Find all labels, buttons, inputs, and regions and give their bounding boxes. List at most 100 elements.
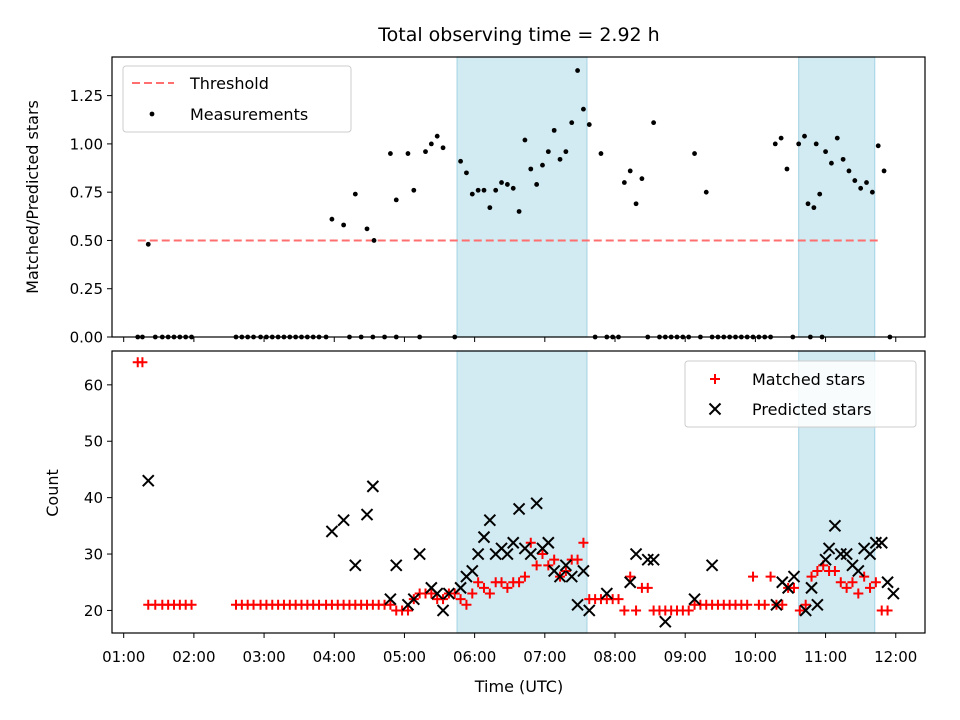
measurement-point <box>823 149 828 155</box>
bottom-shaded-interval <box>456 350 588 634</box>
x-tick-label: 03:00 <box>242 648 285 666</box>
measurement-point <box>569 120 575 126</box>
matched-star-marker <box>502 582 513 593</box>
x-tick-label: 01:00 <box>102 648 145 666</box>
measurement-point <box>858 185 864 191</box>
matched-star-marker <box>800 599 811 610</box>
predicted-star-marker <box>583 604 596 617</box>
matched-star-marker <box>385 599 396 610</box>
measurement-point <box>778 135 784 141</box>
predicted-star-marker <box>799 604 812 617</box>
matched-star-marker <box>683 605 694 616</box>
measurement-point <box>540 162 545 168</box>
matched-star-marker <box>473 577 484 588</box>
matched-star-marker <box>478 582 489 593</box>
measurement-point <box>796 141 802 147</box>
matched-star-marker <box>449 588 460 599</box>
x-tick-label: 05:00 <box>383 648 426 666</box>
top-y-tick-label: 1.25 <box>70 87 103 105</box>
matched-star-marker <box>759 599 770 610</box>
matched-star-marker <box>514 577 525 588</box>
measurement-point <box>522 137 528 143</box>
measurement-point <box>651 120 657 126</box>
predicted-star-marker <box>705 559 719 572</box>
matched-star-marker <box>543 560 554 571</box>
matched-star-marker <box>455 594 466 605</box>
x-tick-label: 09:00 <box>664 648 707 666</box>
predicted-star-marker <box>819 553 832 566</box>
predicted-star-marker <box>852 564 865 578</box>
predicted-star-marker <box>390 559 403 572</box>
matched-star-marker <box>812 565 823 576</box>
measurement-point <box>627 168 633 174</box>
measurement-point <box>341 222 347 228</box>
predicted-star-marker <box>471 547 485 561</box>
measurement-point <box>504 182 510 187</box>
predicted-star-marker <box>553 570 567 583</box>
measurement-point <box>881 168 887 174</box>
predicted-star-marker <box>366 480 380 493</box>
measurement-point <box>145 241 151 247</box>
predicted-star-marker <box>822 542 836 555</box>
top-y-axis-label: Matched/Predicted stars <box>23 100 42 294</box>
x-tick-label: 07:00 <box>523 648 566 666</box>
bottom-y-tick-label: 60 <box>84 376 103 394</box>
measurement-point <box>813 141 819 147</box>
predicted-star-marker <box>501 547 514 561</box>
predicted-star-marker <box>828 519 842 533</box>
predicted-star-marker <box>659 615 672 628</box>
measurement-point <box>811 205 817 211</box>
predicted-star-marker <box>875 536 888 549</box>
predicted-star-marker <box>325 525 339 538</box>
top-shaded-interval <box>456 56 588 338</box>
predicted-star-marker <box>887 587 900 600</box>
bottom-y-axis-label: Count <box>43 469 62 517</box>
measurement-point <box>458 158 463 164</box>
predicted-star-marker <box>881 576 894 589</box>
matched-star-marker <box>865 582 876 593</box>
matched-star-marker <box>537 549 548 560</box>
measurement-point <box>411 187 417 193</box>
matched-star-marker <box>847 577 858 588</box>
predicted-star-marker <box>483 513 497 527</box>
predicted-star-marker <box>629 547 643 561</box>
measurement-point <box>846 168 852 174</box>
measurement-point <box>551 127 557 133</box>
measurement-point <box>428 141 434 147</box>
legend-matched-swatch <box>710 374 720 384</box>
matched-star-marker <box>467 588 478 599</box>
matched-star-marker <box>525 537 536 548</box>
matched-star-marker <box>578 537 589 548</box>
predicted-star-marker <box>688 592 701 606</box>
top-y-tick-label: 1.00 <box>70 135 103 153</box>
matched-star-marker <box>519 571 530 582</box>
measurement-point <box>557 156 563 162</box>
measurement-point <box>834 135 840 141</box>
top-y-tick-label: 0.25 <box>70 280 103 298</box>
measurement-point <box>371 238 377 243</box>
matched-star-marker <box>484 588 495 599</box>
matched-star-marker <box>794 605 805 616</box>
predicted-star-marker <box>840 547 853 561</box>
measurement-point <box>528 166 534 172</box>
bottom-legend: Matched stars Predicted stars <box>684 360 917 428</box>
matched-star-marker <box>765 571 776 582</box>
bottom-plot-area: 20 30 40 50 60 01:00 02:00 03:00 04:00 05:00 06:00… <box>84 350 917 666</box>
measurement-point <box>621 180 627 185</box>
predicted-star-marker <box>647 553 660 566</box>
measurement-point <box>510 185 516 191</box>
predicted-star-marker <box>787 570 801 583</box>
top-axes-frame <box>111 56 926 338</box>
measurement-point <box>575 68 580 73</box>
matched-star-marker <box>461 599 472 610</box>
measurement-point <box>864 180 869 185</box>
top-panel: 0.00 0.25 0.50 0.75 1.00 1.25 Matched/Predict… <box>23 56 926 347</box>
matched-star-marker <box>186 599 197 610</box>
x-tick-label: 08:00 <box>593 648 636 666</box>
x-tick-label: 06:00 <box>453 648 496 666</box>
matched-star-marker <box>438 594 449 605</box>
x-tick-label: 12:00 <box>874 648 917 666</box>
measurement-point <box>434 133 440 139</box>
measurement-point <box>481 187 487 193</box>
top-y-tick-label: 0.75 <box>70 184 103 202</box>
